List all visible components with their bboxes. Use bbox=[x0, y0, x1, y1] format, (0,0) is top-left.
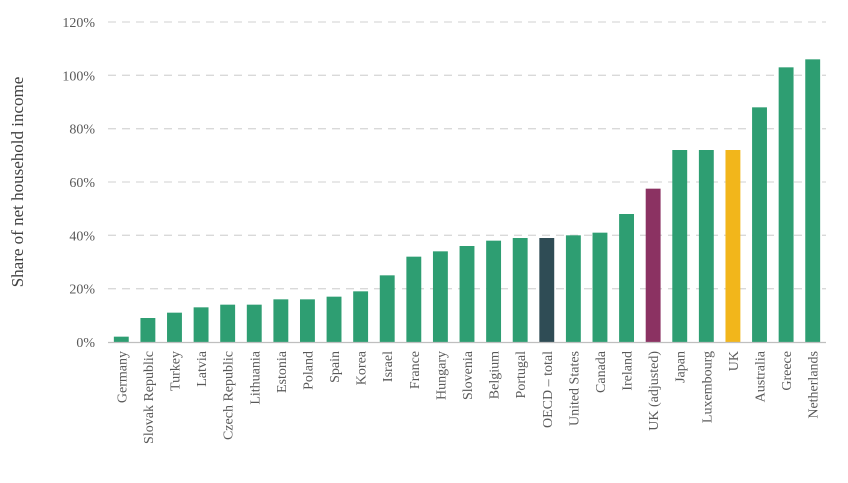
bar bbox=[698, 150, 714, 342]
y-tick-label: 0% bbox=[76, 336, 95, 351]
bar bbox=[805, 59, 821, 342]
x-tick-label: Australia bbox=[754, 350, 769, 402]
x-tick-label: Czech Republic bbox=[222, 351, 237, 440]
bar bbox=[406, 256, 422, 342]
x-tick-label: Poland bbox=[301, 351, 316, 390]
x-axis-ticks: Germany Slovak Republic Turkey Latvia Czech … bbox=[115, 350, 821, 444]
bar bbox=[326, 296, 342, 342]
x-tick-label: Israel bbox=[381, 351, 396, 382]
bar bbox=[778, 67, 794, 342]
bar bbox=[299, 299, 315, 342]
bar bbox=[432, 251, 448, 342]
bar bbox=[565, 235, 581, 342]
bar bbox=[752, 107, 767, 342]
x-tick-label: Luxembourg bbox=[700, 351, 715, 423]
y-tick-label: 60% bbox=[69, 176, 95, 191]
x-tick-label: UK bbox=[727, 351, 742, 371]
x-tick-label: Slovenia bbox=[461, 350, 476, 400]
bar bbox=[140, 318, 156, 342]
x-tick-label: France bbox=[408, 351, 423, 389]
bar bbox=[246, 304, 262, 342]
x-tick-label: Korea bbox=[355, 350, 370, 385]
bar bbox=[592, 232, 608, 342]
bar bbox=[379, 275, 395, 342]
bar bbox=[459, 246, 475, 342]
x-tick-label: Germany bbox=[115, 351, 130, 403]
x-tick-label: Greece bbox=[780, 351, 795, 391]
bar bbox=[113, 336, 129, 342]
x-tick-label: Latvia bbox=[195, 350, 210, 387]
x-tick-label: Lithuania bbox=[248, 350, 263, 404]
x-tick-label: United States bbox=[567, 351, 582, 426]
x-tick-label: Turkey bbox=[168, 351, 183, 391]
bar bbox=[353, 291, 369, 342]
x-tick-label: Japan bbox=[674, 351, 689, 383]
bar bbox=[193, 307, 209, 342]
x-tick-label: Ireland bbox=[621, 351, 636, 391]
y-tick-label: 20% bbox=[69, 283, 95, 298]
bar bbox=[645, 188, 661, 342]
bars bbox=[113, 59, 821, 342]
x-tick-label: Spain bbox=[328, 351, 343, 383]
x-tick-label: Belgium bbox=[488, 351, 503, 399]
bar bbox=[167, 312, 182, 342]
bar bbox=[539, 238, 555, 342]
y-tick-label: 100% bbox=[62, 69, 95, 84]
x-tick-label: OECD – total bbox=[541, 351, 556, 428]
bar bbox=[672, 150, 688, 342]
x-tick-label: Portugal bbox=[514, 351, 529, 399]
bar bbox=[725, 150, 741, 342]
y-axis-title: Share of net household income bbox=[8, 77, 27, 288]
bar bbox=[220, 304, 236, 342]
bar bbox=[619, 214, 635, 342]
x-tick-label: UK (adjusted) bbox=[647, 351, 662, 431]
y-tick-label: 120% bbox=[62, 16, 95, 31]
y-tick-label: 80% bbox=[69, 123, 95, 138]
bar bbox=[486, 240, 502, 342]
y-axis-ticks: 0% 20% 40% 60% 80% 100% 120% bbox=[62, 16, 95, 351]
x-tick-label: Slovak Republic bbox=[142, 351, 157, 444]
gridlines bbox=[108, 21, 826, 290]
x-tick-label: Hungary bbox=[434, 351, 449, 400]
x-tick-label: Netherlands bbox=[807, 351, 822, 419]
y-tick-label: 40% bbox=[69, 229, 95, 244]
x-tick-label: Estonia bbox=[275, 350, 290, 393]
bar bbox=[512, 238, 528, 342]
bar bbox=[273, 299, 289, 342]
x-tick-label: Canada bbox=[594, 350, 609, 393]
